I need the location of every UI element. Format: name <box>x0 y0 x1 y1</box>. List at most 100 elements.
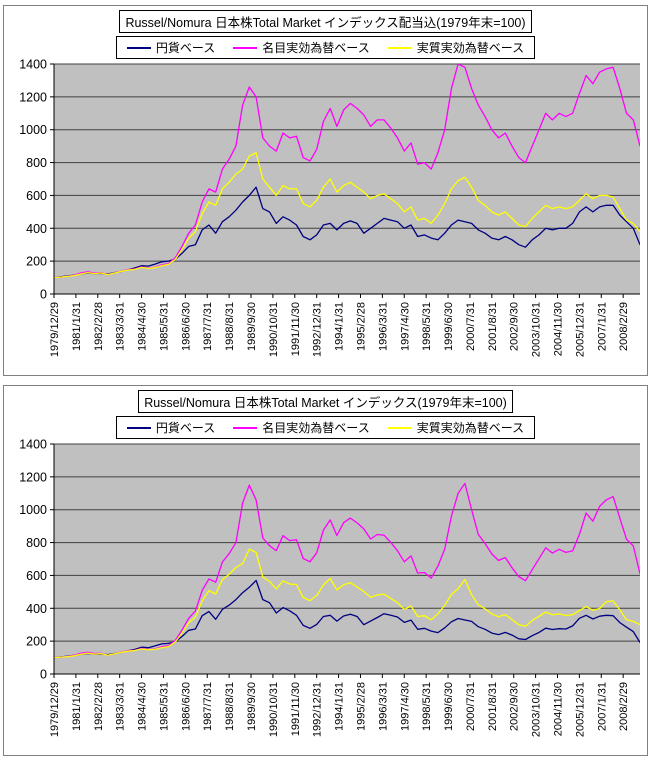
legend-line-swatch <box>126 46 151 49</box>
x-tick-label: 2001/8/31 <box>487 302 499 351</box>
plot-background <box>54 444 640 674</box>
x-tick-label: 1994/1/31 <box>334 302 346 351</box>
chart-total-market-price-only: Russel/Nomura 日本株Total Market インデックス(197… <box>3 385 648 756</box>
x-tick-label: 1999/6/30 <box>443 302 455 351</box>
x-tick-label: 2002/9/30 <box>509 302 521 351</box>
x-tick-label: 2004/11/30 <box>552 682 564 736</box>
x-tick-label: 2000/7/31 <box>465 302 477 351</box>
y-tick-label: 800 <box>26 156 47 170</box>
x-tick-label: 1992/12/31 <box>312 302 324 357</box>
x-tick-label: 2008/2/29 <box>618 682 630 731</box>
x-tick-label: 1991/11/30 <box>290 682 302 736</box>
x-tick-label: 1983/3/31 <box>115 302 127 351</box>
y-tick-label: 600 <box>26 189 47 203</box>
chart-total-market-dividend-included: Russel/Nomura 日本株Total Market インデックス配当込(… <box>3 5 648 376</box>
plot-background <box>54 64 640 294</box>
legend-item-nominal-effective-fx-basis: 名目実効為替ベース <box>233 39 370 56</box>
series-line-real-effective-fx-basis <box>54 152 640 279</box>
x-tick-label: 1981/1/31 <box>71 302 83 351</box>
y-tick-label: 1000 <box>19 503 47 517</box>
x-tick-label: 2002/9/30 <box>509 682 521 731</box>
legend-label: 名目実効為替ベース <box>262 41 370 55</box>
x-tick-label: 1999/6/30 <box>443 682 455 731</box>
legend-line-swatch <box>126 426 151 429</box>
x-tick-label: 1981/1/31 <box>71 682 83 731</box>
y-tick-label: 0 <box>40 288 47 302</box>
y-tick-label: 400 <box>26 222 47 236</box>
legend-line-swatch <box>233 426 258 429</box>
x-tick-label: 1992/12/31 <box>312 682 324 737</box>
x-tick-label: 1995/2/28 <box>355 302 367 351</box>
y-tick-label: 800 <box>26 536 47 550</box>
legend-label: 実質実効為替ベース <box>416 41 525 55</box>
x-tick-label: 1986/6/30 <box>180 302 192 351</box>
legend-label: 円貨ベース <box>155 421 216 435</box>
legend-line-swatch <box>233 46 258 49</box>
y-tick-label: 200 <box>26 255 47 269</box>
chart-legend: 円貨ベース 名目実効為替ベース 実質実効為替ベース <box>115 36 536 59</box>
legend-line-swatch <box>387 46 412 49</box>
legend-item-nominal-effective-fx-basis: 名目実効為替ベース <box>233 419 370 436</box>
chart-title: Russel/Nomura 日本株Total Market インデックス(197… <box>138 390 513 413</box>
x-tick-label: 1991/11/30 <box>290 302 302 356</box>
y-tick-label: 1400 <box>19 439 47 452</box>
legend-item-real-effective-fx-basis: 実質実効為替ベース <box>387 39 525 56</box>
plot-area: 0 200 400 600 800 1000 1200 1400 1979/12/29 1981/… <box>4 58 647 375</box>
x-tick-label: 1996/3/31 <box>377 302 389 351</box>
x-tick-label: 2008/2/29 <box>618 302 630 351</box>
x-tick-label: 1986/6/30 <box>180 682 192 731</box>
chart-title: Russel/Nomura 日本株Total Market インデックス配当込(… <box>119 10 532 33</box>
x-tick-label: 1997/4/30 <box>399 682 411 731</box>
x-tick-label: 2007/1/31 <box>596 302 608 351</box>
series-line-real-effective-fx-basis <box>54 548 640 659</box>
x-tick-label: 1987/7/31 <box>202 302 214 351</box>
x-tick-label: 2001/8/31 <box>487 682 499 731</box>
x-tick-label: 2004/11/30 <box>552 302 564 356</box>
x-tick-label: 1985/5/31 <box>158 682 170 731</box>
legend-label: 実質実効為替ベース <box>416 421 525 435</box>
x-tick-label: 1983/3/31 <box>115 682 127 731</box>
x-tick-label: 2003/10/31 <box>531 302 543 357</box>
y-tick-label: 1000 <box>19 123 47 137</box>
chart-legend: 円貨ベース 名目実効為替ベース 実質実効為替ベース <box>115 416 536 439</box>
x-tick-label: 1979/12/29 <box>49 682 61 737</box>
y-tick-label: 1200 <box>19 90 47 104</box>
x-tick-label: 1996/3/31 <box>377 682 389 731</box>
chart-canvas: 0 200 400 600 800 1000 1200 1400 1979/12/29 1981/… <box>19 438 640 737</box>
y-tick-label: 1200 <box>19 470 47 484</box>
x-tick-label: 1985/5/31 <box>158 302 170 351</box>
legend-item-yen-basis: 円貨ベース <box>126 39 216 56</box>
x-tick-label: 1989/9/30 <box>246 302 258 351</box>
series-line-yen-basis <box>54 186 640 279</box>
x-tick-label: 1997/4/30 <box>399 302 411 351</box>
x-tick-label: 1998/5/31 <box>421 682 433 731</box>
x-tick-label: 1988/8/31 <box>224 682 236 731</box>
x-tick-label: 1982/2/28 <box>93 682 105 731</box>
x-tick-label: 1989/9/30 <box>246 682 258 731</box>
x-tick-label: 1987/7/31 <box>202 682 214 731</box>
x-tick-label: 1994/1/31 <box>334 682 346 731</box>
y-tick-label: 200 <box>26 635 47 649</box>
x-tick-label: 2003/10/31 <box>531 682 543 737</box>
legend-label: 名目実効為替ベース <box>262 421 370 435</box>
series-line-yen-basis <box>54 579 640 659</box>
x-tick-label: 2005/12/31 <box>574 302 586 357</box>
x-tick-label: 1984/4/30 <box>137 302 149 351</box>
y-tick-label: 400 <box>26 602 47 616</box>
x-tick-label: 2005/12/31 <box>574 682 586 737</box>
x-tick-label: 1982/2/28 <box>93 302 105 351</box>
x-tick-label: 1990/10/31 <box>268 302 280 357</box>
y-tick-label: 0 <box>40 668 47 682</box>
x-tick-label: 1979/12/29 <box>49 302 61 357</box>
x-tick-label: 2007/1/31 <box>596 682 608 731</box>
y-tick-label: 600 <box>26 569 47 583</box>
chart-canvas: 0 200 400 600 800 1000 1200 1400 1979/12/29 1981/… <box>19 58 640 357</box>
x-tick-label: 1988/8/31 <box>224 302 236 351</box>
x-tick-label: 1998/5/31 <box>421 302 433 351</box>
legend-item-yen-basis: 円貨ベース <box>126 419 216 436</box>
legend-label: 円貨ベース <box>155 41 216 55</box>
x-tick-label: 1990/10/31 <box>268 682 280 737</box>
legend-line-swatch <box>387 426 412 429</box>
y-tick-label: 1400 <box>19 59 47 72</box>
x-tick-label: 2000/7/31 <box>465 682 477 731</box>
